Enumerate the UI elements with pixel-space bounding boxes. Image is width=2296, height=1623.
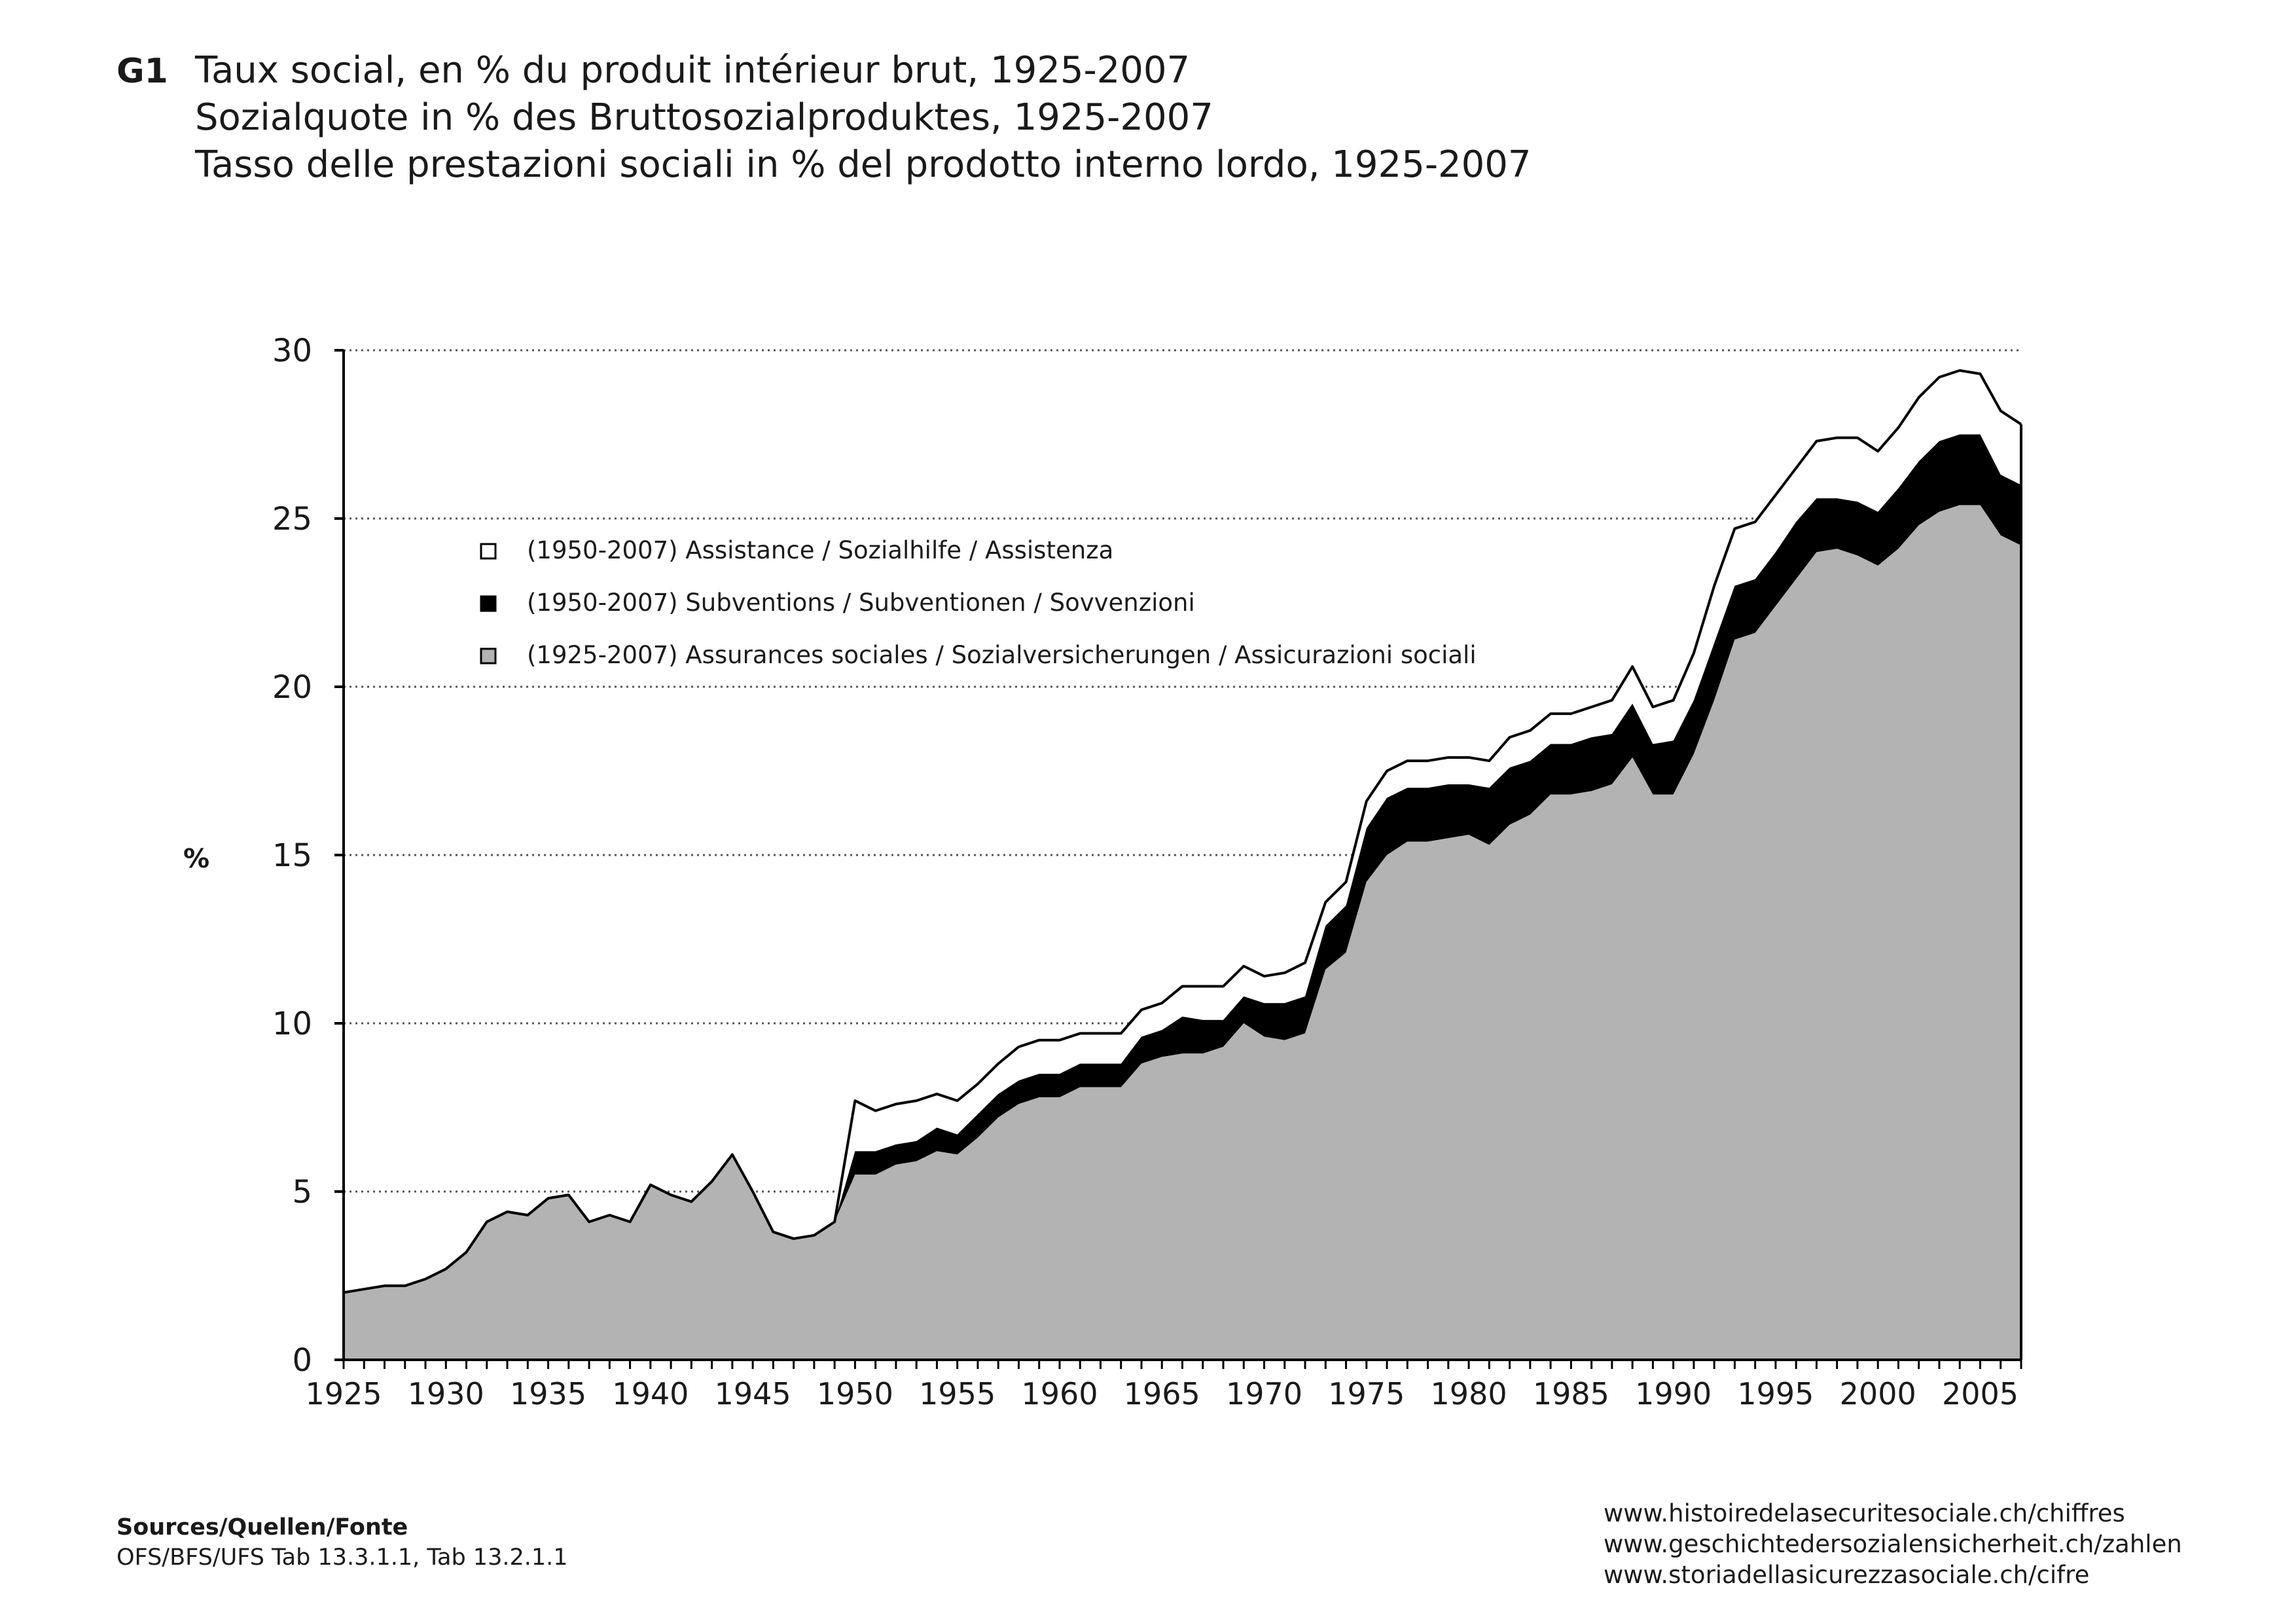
- legend-label-subventions: (1950-2007) Subventions / Subventionen /…: [527, 589, 1195, 617]
- x-tick-label-1950: 1950: [817, 1376, 893, 1412]
- x-tick-label-1965: 1965: [1124, 1376, 1200, 1412]
- x-tick-label-1955: 1955: [919, 1376, 996, 1412]
- y-axis-label: %: [183, 844, 209, 874]
- links-block: www.histoiredelasecuritesociale.ch/chiff…: [1604, 1498, 2182, 1590]
- x-tick-label-1935: 1935: [510, 1376, 586, 1412]
- x-tick-label-1995: 1995: [1737, 1376, 1814, 1412]
- y-tick-label-30: 30: [272, 333, 312, 369]
- area-series: [343, 369, 2022, 1360]
- y-tick-label-0: 0: [292, 1342, 312, 1379]
- x-tick-label-1975: 1975: [1328, 1376, 1405, 1412]
- x-tick-label-1925: 1925: [305, 1376, 382, 1412]
- total-outline: [343, 369, 2022, 1294]
- sources-text: OFS/BFS/UFS Tab 13.3.1.1, Tab 13.2.1.1: [117, 1544, 568, 1571]
- area-assistance: [344, 370, 2021, 1293]
- sources-label: Sources/Quellen/Fonte: [117, 1514, 408, 1541]
- x-tick-label-1980: 1980: [1431, 1376, 1507, 1412]
- title-block: G1 Taux social, en % du produit intérieu…: [117, 47, 1532, 189]
- area-subventions: [344, 434, 2021, 1293]
- legend: (1950-2007) Assistance / Sozialhilfe / A…: [480, 536, 1477, 669]
- legend-swatch-assistance: [480, 543, 497, 560]
- title-german: Sozialquote in % des Bruttosozialprodukt…: [195, 96, 1213, 139]
- y-tick-label-5: 5: [292, 1174, 312, 1211]
- figure-label: G1: [117, 52, 168, 91]
- y-tick-label-10: 10: [272, 1006, 312, 1042]
- legend-swatch-subventions: [480, 595, 497, 612]
- legend-swatch-assurances: [480, 647, 497, 665]
- link-german[interactable]: www.geschichtedersozialensicherheit.ch/z…: [1604, 1530, 2182, 1558]
- x-tick-label-1985: 1985: [1533, 1376, 1609, 1412]
- title-italian: Tasso delle prestazioni sociali in % del…: [195, 143, 1532, 186]
- x-tick-label-1970: 1970: [1226, 1376, 1302, 1412]
- x-tick-label-1940: 1940: [612, 1376, 689, 1412]
- area-assurances: [344, 505, 2021, 1360]
- link-french[interactable]: www.histoiredelasecuritesociale.ch/chiff…: [1604, 1499, 2125, 1527]
- y-tick-label-25: 25: [272, 501, 312, 538]
- legend-label-assurances: (1925-2007) Assurances sociales / Sozial…: [527, 641, 1477, 669]
- x-tick-label-2005: 2005: [1942, 1376, 2018, 1412]
- x-tick-label-2000: 2000: [1840, 1376, 1916, 1412]
- x-tick-label-1930: 1930: [408, 1376, 484, 1412]
- y-tick-label-15: 15: [272, 837, 312, 874]
- x-tick-label-1990: 1990: [1635, 1376, 1712, 1412]
- y-tick-label-20: 20: [272, 669, 312, 706]
- axes: 0 5 10 15 20 25 30% 1925 1930 1935 1940 1945 1950 195…: [183, 333, 2022, 1412]
- x-tick-label-1960: 1960: [1021, 1376, 1098, 1412]
- title-french: Taux social, en % du produit intérieur b…: [195, 49, 1191, 92]
- link-italian[interactable]: www.storiadellasicurezzasociale.ch/cifre: [1604, 1561, 2090, 1589]
- sources-block: Sources/Quellen/Fonte OFS/BFS/UFS Tab 13…: [117, 1512, 568, 1573]
- x-tick-label-1945: 1945: [715, 1376, 791, 1412]
- legend-label-assistance: (1950-2007) Assistance / Sozialhilfe / A…: [527, 536, 1113, 564]
